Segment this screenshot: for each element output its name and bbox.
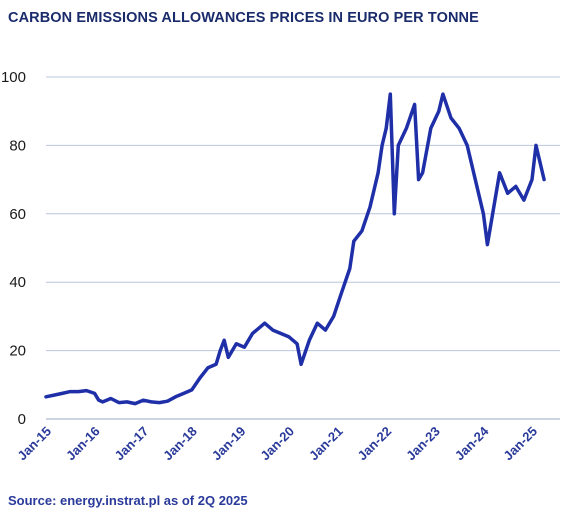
- x-tick-label: Jan-23: [403, 424, 443, 464]
- gridlines: [46, 76, 560, 420]
- x-tick-label: Jan-17: [112, 424, 152, 464]
- x-tick-label: Jan-18: [160, 424, 200, 464]
- y-tick-label: 100: [1, 69, 26, 86]
- chart-title: CARBON EMISSIONS ALLOWANCES PRICES IN EU…: [8, 10, 479, 26]
- x-tick-label: Jan-19: [209, 424, 249, 464]
- x-tick-label: Jan-25: [500, 424, 540, 464]
- x-tick-label: Jan-22: [355, 424, 395, 464]
- x-tick-label: Jan-21: [306, 424, 346, 464]
- series-line-0: [44, 92, 546, 406]
- series-group: [44, 92, 546, 406]
- x-tick-label: Jan-16: [63, 424, 103, 464]
- y-tick-label: 0: [18, 411, 26, 428]
- x-tick-label: Jan-20: [257, 424, 297, 464]
- y-tick-label: 20: [9, 343, 26, 360]
- x-tick-labels: Jan-15 Jan-16 Jan-17 Jan-18 Jan-19 Jan-20 Jan-…: [14, 423, 540, 463]
- y-tick-label: 80: [9, 137, 26, 154]
- x-tick-label: Jan-15: [14, 424, 54, 464]
- y-tick-label: 60: [9, 206, 26, 223]
- y-tick-labels: 0 20 40 60 80 100: [1, 69, 26, 428]
- y-tick-label: 40: [9, 274, 26, 291]
- x-tick-label: Jan-24: [452, 423, 492, 463]
- source-note: Source: energy.instrat.pl as of 2Q 2025: [8, 493, 248, 508]
